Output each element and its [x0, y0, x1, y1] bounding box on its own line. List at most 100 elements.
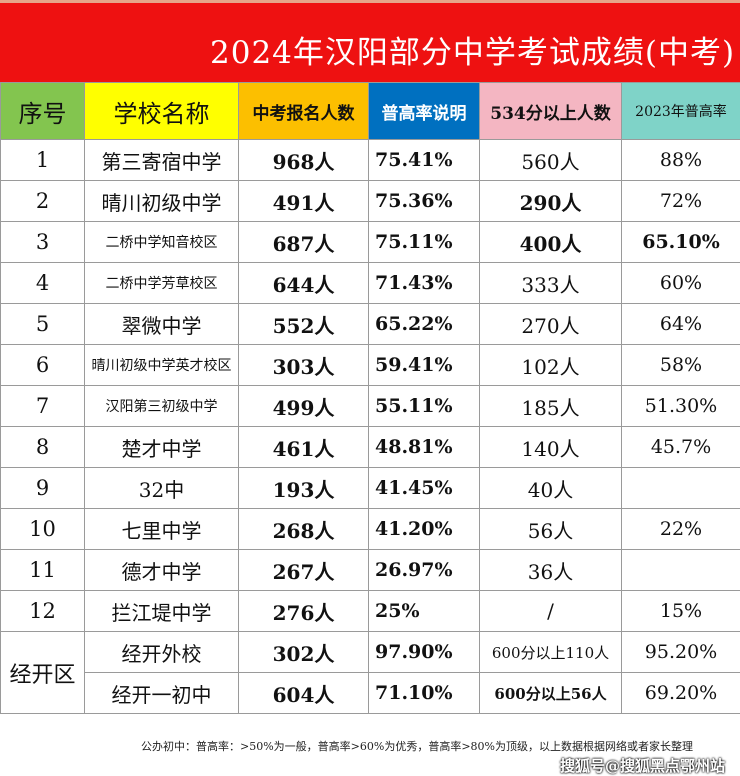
applicants: 499人 [239, 386, 369, 427]
high-school-rate: 71.43% [369, 263, 480, 304]
above-534-count: 40人 [480, 468, 622, 509]
applicants: 268人 [239, 509, 369, 550]
school-name: 第三寄宿中学 [85, 140, 239, 181]
school-name: 拦江堤中学 [85, 591, 239, 632]
results-table: 序号 学校名称 中考报名人数 普高率说明 534分以上人数 2023年普高率 1… [0, 82, 740, 714]
high-school-rate: 65.22% [369, 304, 480, 345]
school-name: 二桥中学芳草校区 [85, 263, 239, 304]
row-no: 10 [1, 509, 85, 550]
high-school-rate: 71.10% [369, 673, 480, 714]
prev-year-rate [622, 468, 740, 509]
footer-note: 公办初中：普高率：>50%为一般，普高率>60%为优秀，普高率>80%为顶级，以… [141, 738, 693, 754]
header-above-534: 534分以上人数 [480, 83, 622, 140]
prev-year-rate: 72% [622, 181, 740, 222]
watermark: 搜狐号@搜狐黑点鄂州站 [560, 755, 725, 776]
applicants: 276人 [239, 591, 369, 632]
high-school-rate: 75.11% [369, 222, 480, 263]
row-no: 1 [1, 140, 85, 181]
above-534-count: 36人 [480, 550, 622, 591]
above-534-count: 102人 [480, 345, 622, 386]
school-name: 晴川初级中学 [85, 181, 239, 222]
prev-year-rate: 15% [622, 591, 740, 632]
prev-year-rate: 51.30% [622, 386, 740, 427]
prev-year-rate: 58% [622, 345, 740, 386]
school-name: 翠微中学 [85, 304, 239, 345]
high-school-rate: 41.20% [369, 509, 480, 550]
prev-year-rate: 65.10% [622, 222, 740, 263]
school-name: 德才中学 [85, 550, 239, 591]
above-534-count: 270人 [480, 304, 622, 345]
row-no: 5 [1, 304, 85, 345]
applicants: 303人 [239, 345, 369, 386]
high-school-rate: 55.11% [369, 386, 480, 427]
row-no: 3 [1, 222, 85, 263]
high-school-rate: 25% [369, 591, 480, 632]
above-534-count: 185人 [480, 386, 622, 427]
header-prev-rate: 2023年普高率 [622, 83, 740, 140]
applicants: 968人 [239, 140, 369, 181]
above-534-count: 400人 [480, 222, 622, 263]
applicants: 552人 [239, 304, 369, 345]
high-school-rate: 75.41% [369, 140, 480, 181]
above-534-count: 333人 [480, 263, 622, 304]
school-name: 二桥中学知音校区 [85, 222, 239, 263]
prev-year-rate: 95.20% [622, 632, 740, 673]
school-name: 32中 [85, 468, 239, 509]
title-banner: 2024年汉阳部分中学考试成绩(中考) [0, 0, 740, 82]
prev-year-rate: 45.7% [622, 427, 740, 468]
applicants: 193人 [239, 468, 369, 509]
row-no: 8 [1, 427, 85, 468]
row-no: 2 [1, 181, 85, 222]
row-no: 4 [1, 263, 85, 304]
row-no: 12 [1, 591, 85, 632]
zone-label: 经开区 [1, 632, 85, 714]
applicants: 687人 [239, 222, 369, 263]
row-no: 9 [1, 468, 85, 509]
school-name: 经开外校 [85, 632, 239, 673]
applicants: 491人 [239, 181, 369, 222]
header-rate: 普高率说明 [369, 83, 480, 140]
applicants: 461人 [239, 427, 369, 468]
row-no: 6 [1, 345, 85, 386]
high-school-rate: 41.45% [369, 468, 480, 509]
header-school: 学校名称 [85, 83, 239, 140]
high-school-rate: 59.41% [369, 345, 480, 386]
high-school-rate: 75.36% [369, 181, 480, 222]
high-school-rate: 26.97% [369, 550, 480, 591]
high-school-rate: 48.81% [369, 427, 480, 468]
above-534-count: 560人 [480, 140, 622, 181]
prev-year-rate: 60% [622, 263, 740, 304]
above-600-count: 600分以上56人 [480, 673, 622, 714]
prev-year-rate [622, 550, 740, 591]
row-no: 7 [1, 386, 85, 427]
applicants: 302人 [239, 632, 369, 673]
page-title: 2024年汉阳部分中学考试成绩(中考) [210, 27, 735, 72]
school-name: 经开一初中 [85, 673, 239, 714]
high-school-rate: 97.90% [369, 632, 480, 673]
school-name: 晴川初级中学英才校区 [85, 345, 239, 386]
above-534-count: 56人 [480, 509, 622, 550]
header-row: 序号 学校名称 中考报名人数 普高率说明 534分以上人数 2023年普高率 [1, 83, 740, 140]
above-600-count: 600分以上110人 [480, 632, 622, 673]
above-534-count: 290人 [480, 181, 622, 222]
row-no: 11 [1, 550, 85, 591]
applicants: 604人 [239, 673, 369, 714]
prev-year-rate: 88% [622, 140, 740, 181]
school-name: 楚才中学 [85, 427, 239, 468]
above-534-count: / [480, 591, 622, 632]
prev-year-rate: 69.20% [622, 673, 740, 714]
header-no: 序号 [1, 83, 85, 140]
